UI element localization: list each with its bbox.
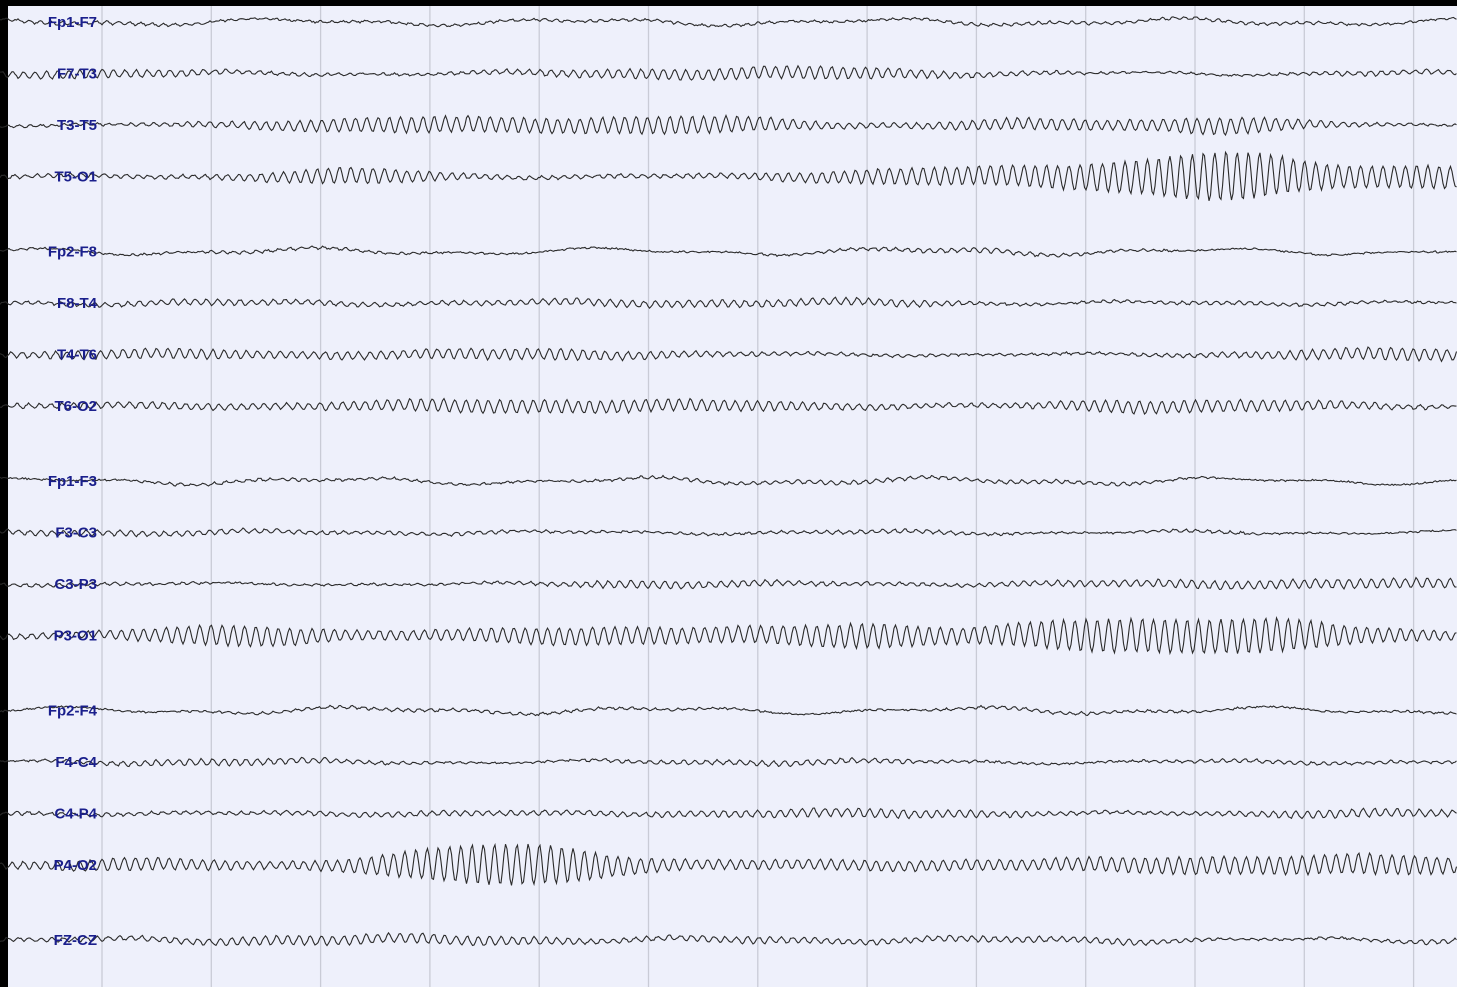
eeg-trace-f8-t4 <box>0 296 1457 309</box>
traces <box>0 16 1457 947</box>
eeg-trace-f4-c4 <box>0 756 1457 768</box>
eeg-trace-fp2-f4 <box>0 704 1457 717</box>
channel-label-fp1-f7: Fp1-F7 <box>48 14 97 31</box>
channel-label-fp2-f4: Fp2-F4 <box>48 703 98 720</box>
eeg-trace-f7-t3 <box>0 64 1457 82</box>
channel-label-f8-t4: F8-T4 <box>57 295 98 312</box>
channel-label-p3-o1: P3-O1 <box>54 628 97 645</box>
channel-label-t3-t5: T3-T5 <box>57 117 97 134</box>
eeg-trace-t4-t6 <box>0 346 1457 363</box>
eeg-trace-t6-o2 <box>0 397 1457 415</box>
eeg-trace-c3-p3 <box>0 576 1457 591</box>
channel-label-c3-p3: C3-P3 <box>54 576 97 593</box>
channel-label-f4-c4: F4-C4 <box>55 754 97 771</box>
eeg-trace-c4-p4 <box>0 807 1457 820</box>
eeg-trace-p3-o1 <box>0 616 1457 656</box>
channel-label-fp1-f3: Fp1-F3 <box>48 473 97 490</box>
eeg-paper <box>8 6 1457 987</box>
channel-label-c4-p4: C4-P4 <box>54 806 97 823</box>
channel-label-f7-t3: F7-T3 <box>57 66 97 83</box>
channel-label-t6-o2: T6-O2 <box>54 398 97 415</box>
channel-label-t5-o1: T5-O1 <box>54 169 97 186</box>
eeg-trace-fp1-f7 <box>0 16 1457 28</box>
eeg-trace-fp1-f3 <box>0 474 1457 487</box>
channel-labels: Fp1-F7 F7-T3 T3-T5 T5-O1 Fp2-F8 F8-T4 T4-T6 T6-… <box>48 14 98 949</box>
eeg-trace-fz-cz <box>0 931 1457 947</box>
eeg-trace-f3-c3 <box>0 527 1457 538</box>
channel-label-fp2-f8: Fp2-F8 <box>48 244 97 261</box>
channel-label-f3-c3: F3-C3 <box>55 525 97 542</box>
channel-label-t4-t6: T4-T6 <box>57 347 97 364</box>
eeg-trace-fp2-f8 <box>0 245 1457 258</box>
channel-label-fz-cz: FZ-CZ <box>54 932 97 949</box>
eeg-trace-p4-o2 <box>0 842 1457 887</box>
eeg-trace-t5-o1 <box>0 150 1457 201</box>
channel-label-p4-o2: P4-O2 <box>54 857 97 874</box>
eeg-trace-t3-t5 <box>0 113 1457 137</box>
